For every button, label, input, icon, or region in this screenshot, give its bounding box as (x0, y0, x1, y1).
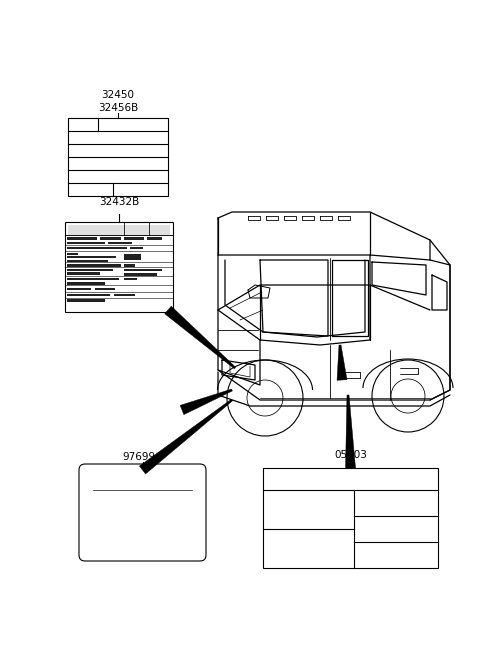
Bar (67, 282, 105, 284)
Polygon shape (180, 389, 232, 415)
Bar (263, 468, 438, 568)
Bar (99, 237, 121, 240)
Text: 97699A: 97699A (122, 452, 163, 462)
Bar (124, 278, 137, 280)
Bar (67, 288, 91, 290)
Bar (67, 294, 110, 296)
Bar (65, 222, 173, 312)
Bar (147, 237, 162, 240)
Bar (67, 260, 108, 262)
Polygon shape (139, 399, 233, 474)
Bar (67, 272, 99, 274)
Polygon shape (346, 395, 356, 468)
Bar (114, 294, 135, 296)
Bar (130, 247, 143, 250)
Bar (124, 265, 135, 267)
Bar (67, 247, 127, 250)
Polygon shape (165, 307, 236, 369)
Bar (67, 253, 78, 255)
Bar (124, 237, 144, 240)
Bar (67, 269, 112, 271)
Bar (108, 242, 132, 244)
Bar (67, 242, 105, 244)
FancyBboxPatch shape (79, 464, 206, 561)
Text: 32432B: 32432B (99, 197, 139, 207)
Text: 32456B: 32456B (98, 103, 138, 113)
Bar (124, 273, 157, 276)
Bar (67, 256, 116, 259)
Text: 05203: 05203 (334, 450, 367, 460)
Bar (67, 237, 97, 240)
Bar (68, 225, 170, 235)
Bar (95, 288, 115, 290)
Bar (67, 299, 105, 302)
Bar (67, 278, 119, 280)
Bar (67, 265, 121, 267)
Bar (68, 118, 168, 196)
Polygon shape (337, 345, 347, 381)
Bar (124, 253, 141, 260)
Bar (124, 269, 162, 271)
Text: 32450: 32450 (101, 90, 134, 100)
